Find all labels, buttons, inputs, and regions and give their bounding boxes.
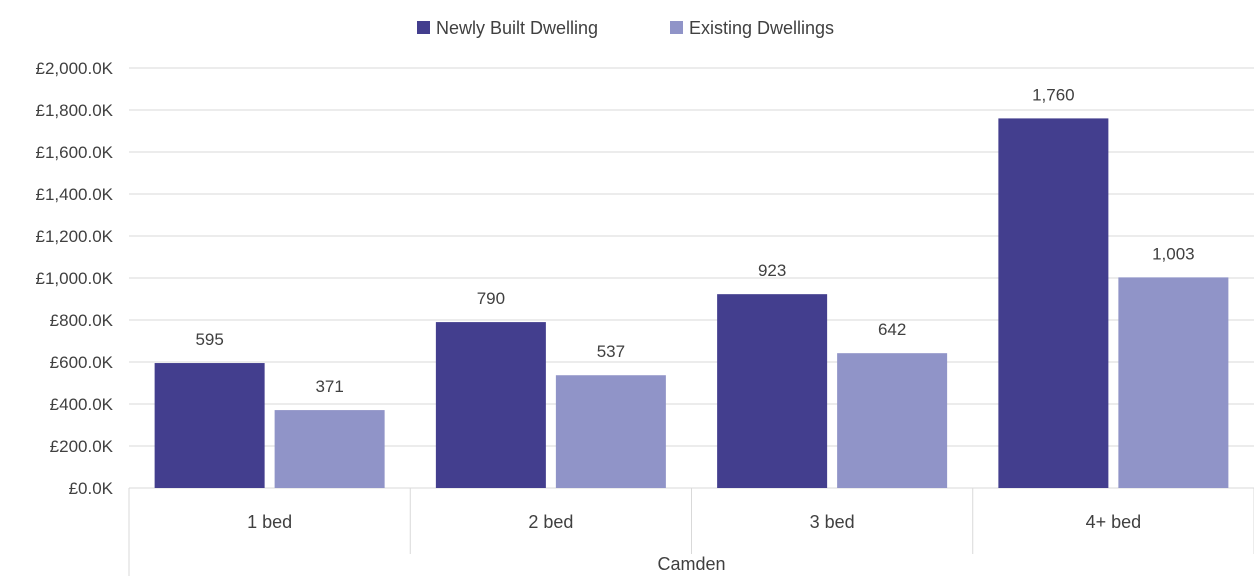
bar xyxy=(717,294,828,488)
bar xyxy=(1118,277,1229,488)
legend-label: Existing Dwellings xyxy=(689,18,834,38)
y-tick-label: £2,000.0K xyxy=(35,59,113,78)
y-tick-label: £600.0K xyxy=(50,353,114,372)
bar xyxy=(837,353,948,488)
data-label: 537 xyxy=(597,342,625,361)
data-label: 371 xyxy=(315,377,343,396)
x-group-label: Camden xyxy=(657,554,725,574)
y-tick-label: £400.0K xyxy=(50,395,114,414)
y-axis: £0.0K £200.0K £400.0K £600.0K £800.0K £1,000.… xyxy=(35,59,113,498)
y-tick-label: £0.0K xyxy=(69,479,114,498)
bar xyxy=(435,322,546,488)
legend-swatch xyxy=(670,21,683,34)
bar xyxy=(555,375,666,488)
data-label: 642 xyxy=(878,320,906,339)
bar xyxy=(154,363,265,488)
bars xyxy=(154,118,1229,489)
data-label: 1,760 xyxy=(1032,85,1075,104)
legend: Newly Built Dwelling Existing Dwellings xyxy=(417,18,834,38)
y-tick-label: £800.0K xyxy=(50,311,114,330)
y-tick-label: £200.0K xyxy=(50,437,114,456)
data-label: 595 xyxy=(195,330,223,349)
x-tick-label: 3 bed xyxy=(810,512,855,532)
data-labels: 595 371 790 537 923 642 1,760 1,003 xyxy=(195,85,1194,396)
bar xyxy=(274,410,385,488)
bar xyxy=(998,118,1109,489)
x-tick-label: 2 bed xyxy=(528,512,573,532)
y-tick-label: £1,600.0K xyxy=(35,143,113,162)
x-tick-label: 1 bed xyxy=(247,512,292,532)
legend-swatch xyxy=(417,21,430,34)
legend-label: Newly Built Dwelling xyxy=(436,18,598,38)
data-label: 923 xyxy=(758,261,786,280)
y-tick-label: £1,800.0K xyxy=(35,101,113,120)
y-tick-label: £1,400.0K xyxy=(35,185,113,204)
data-label: 790 xyxy=(477,289,505,308)
y-tick-label: £1,000.0K xyxy=(35,269,113,288)
x-axis: 1 bed 2 bed 3 bed 4+ bed Camden xyxy=(128,488,1254,576)
x-tick-label: 4+ bed xyxy=(1086,512,1142,532)
y-tick-label: £1,200.0K xyxy=(35,227,113,246)
data-label: 1,003 xyxy=(1152,244,1195,263)
